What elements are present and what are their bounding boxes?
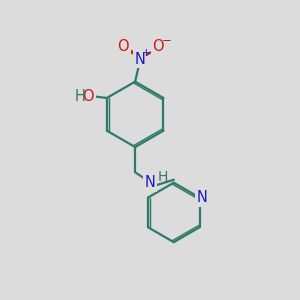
- Text: N: N: [145, 175, 155, 190]
- Text: +: +: [142, 48, 150, 58]
- Text: N: N: [134, 52, 145, 67]
- Text: N: N: [196, 190, 207, 205]
- Text: H: H: [75, 89, 86, 104]
- Text: O: O: [152, 39, 164, 54]
- Text: H: H: [157, 170, 168, 184]
- Text: O: O: [82, 89, 94, 104]
- Text: O: O: [117, 39, 129, 54]
- Text: −: −: [161, 34, 171, 47]
